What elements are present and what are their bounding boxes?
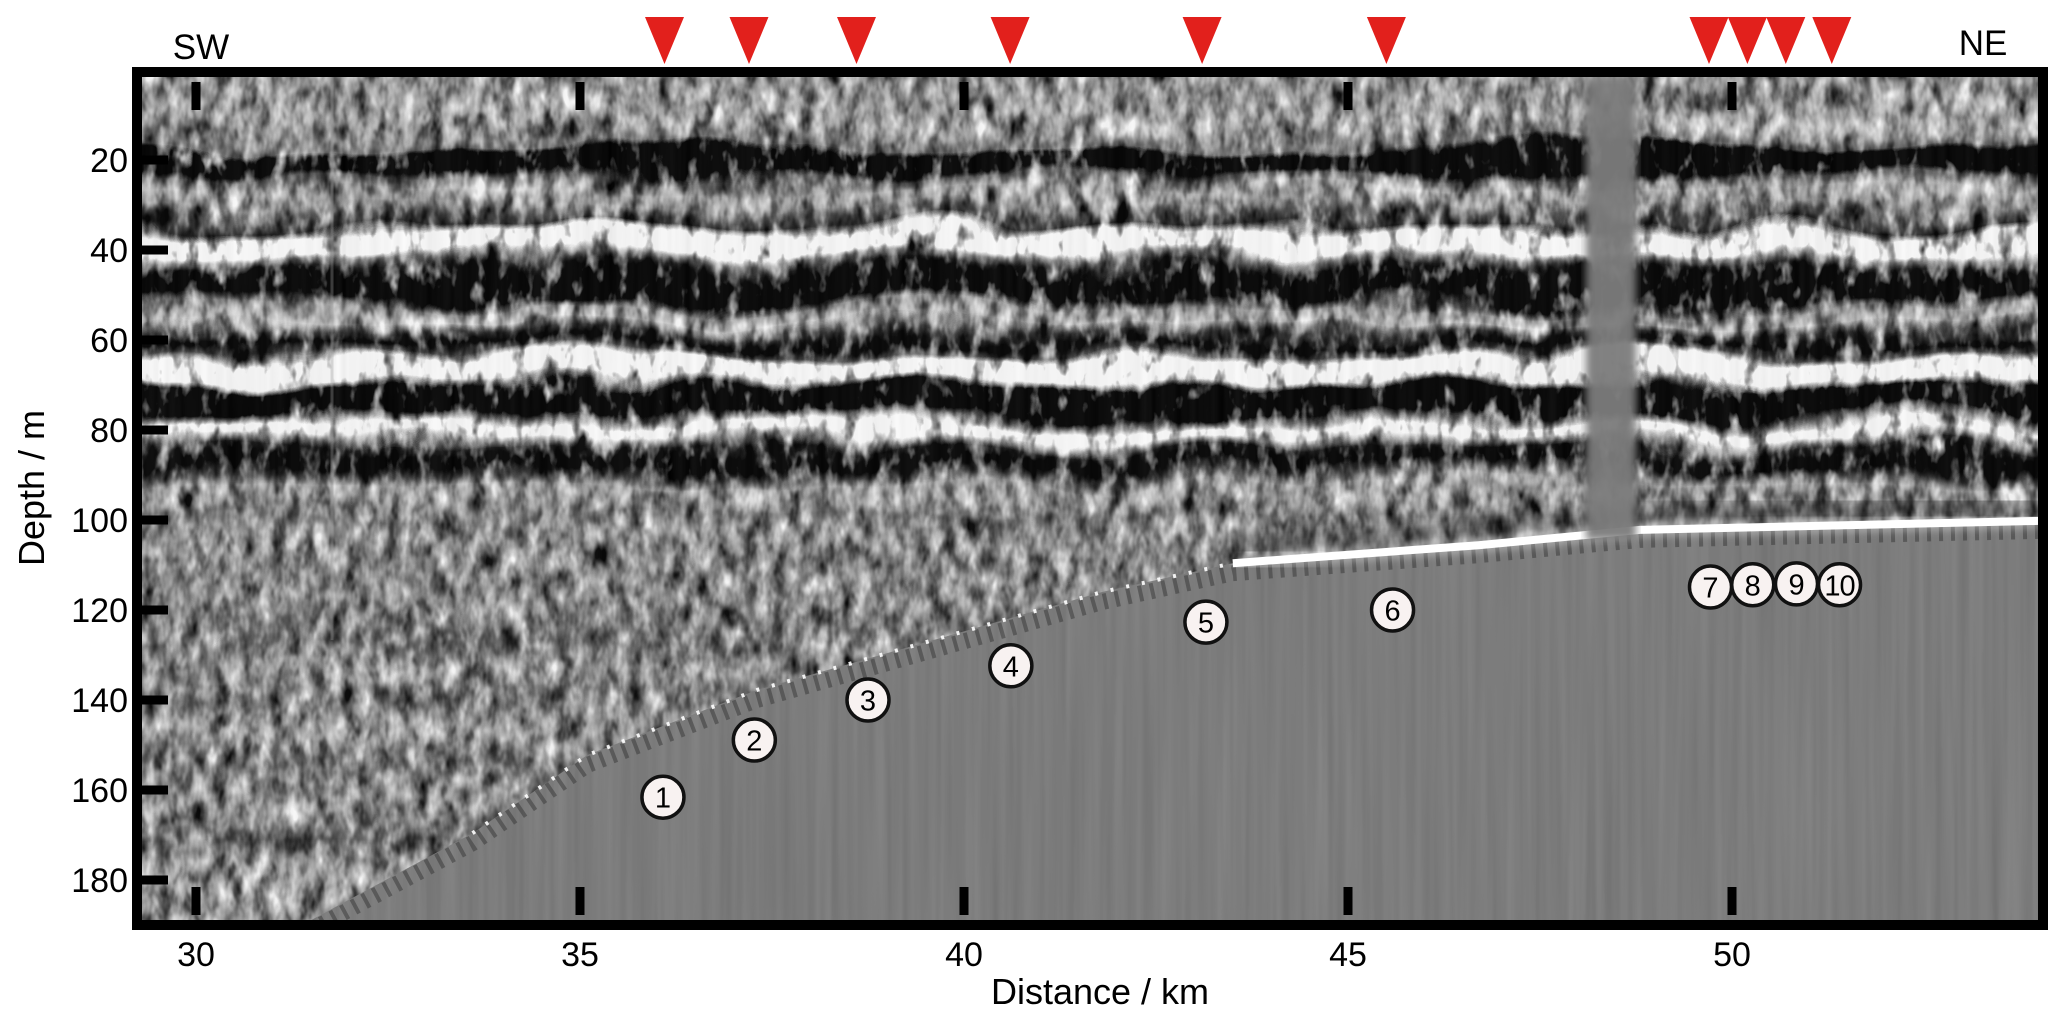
survey-marker-triangle [1766,17,1806,64]
vertical-streak-overlay [142,77,2038,920]
site-circle [1369,587,1416,633]
y-axis-title: Depth / m [11,410,52,566]
site-marker: 2 [731,717,778,763]
site-number: 1 [655,783,671,815]
axis-ticks [142,82,1737,915]
site-number: 9 [1788,569,1804,601]
survey-marker-triangle [1366,17,1406,64]
x-tick-label: 40 [945,936,983,974]
site-marker: 7 [1687,564,1734,610]
site-circle [731,717,778,763]
y-tick-label: 80 [90,412,128,450]
survey-marker-triangle [1689,17,1729,64]
x-tick-label: 35 [561,936,599,974]
y-tick-label: 40 [90,232,128,270]
y-tick-label: 20 [90,142,128,180]
y-tick-label: 100 [71,502,128,540]
y-tick-label: 140 [71,682,128,720]
site-marker: 9 [1773,561,1820,607]
survey-marker-triangle [837,17,876,64]
site-circle [1729,562,1776,608]
site-circle [640,774,686,820]
numbered-site-circles: 1 2 3 4 5 6 7 8 9 10 [640,561,1863,820]
y-tick-label: 180 [71,862,128,900]
site-number: 2 [746,726,762,758]
y-tick-label: 120 [71,592,128,630]
site-marker: 3 [845,677,891,723]
site-marker: 8 [1729,562,1776,608]
site-number: 7 [1702,573,1718,605]
x-tick-label: 30 [177,936,215,974]
y-tick-label: 160 [71,772,128,810]
survey-marker-triangle [729,17,769,64]
site-number: 10 [1824,570,1854,602]
bright-reflector-line [1232,516,2038,568]
boundary-fringe [313,522,2038,920]
site-number: 6 [1384,596,1400,628]
site-circle [1183,599,1229,645]
survey-marker-triangle [1812,17,1852,64]
site-marker: 4 [988,643,1034,689]
survey-marker-triangle [1727,17,1767,64]
site-circle [988,643,1034,689]
bed-reflector-decoration [313,494,2038,920]
site-marker: 10 [1816,562,1863,608]
data-gap-stripe [1586,77,1636,540]
axis-frame [132,67,2048,930]
site-marker: 1 [640,774,686,820]
site-number: 4 [1003,651,1019,683]
survey-marker-triangle [1182,17,1222,64]
y-tick-label: 60 [90,322,128,360]
site-marker: 6 [1369,587,1416,633]
site-number: 5 [1198,608,1214,640]
dark-band-above-reflector [1232,494,2038,558]
site-marker: 5 [1183,599,1229,645]
site-number: 3 [860,686,876,718]
survey-marker-triangle [645,17,684,64]
x-axis-title: Distance / km [991,971,1209,1012]
x-tick-label: 50 [1713,936,1751,974]
profile-end-label-ne: NE [1959,24,2008,63]
x-tick-label: 45 [1329,936,1367,974]
site-circle [845,677,891,723]
site-number: 8 [1745,570,1761,602]
site-circle [1816,562,1863,608]
profile-end-label-sw: SW [173,28,229,67]
survey-marker-triangle [990,17,1030,64]
survey-marker-triangles [645,17,1852,64]
